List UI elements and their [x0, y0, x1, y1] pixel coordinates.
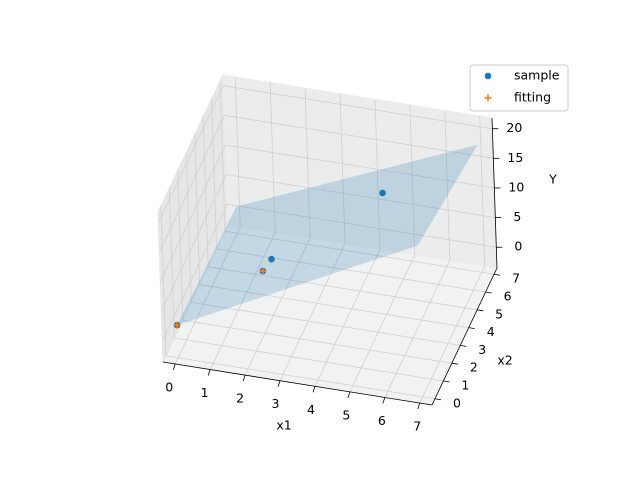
x-tick-label: 7	[413, 419, 421, 434]
grid-line	[161, 204, 228, 342]
grid-line	[314, 249, 381, 387]
grid-line	[168, 187, 175, 338]
grid-line	[384, 260, 451, 398]
grid-line	[374, 99, 381, 250]
grid-line	[174, 337, 444, 382]
x-tick-label: 4	[307, 402, 315, 417]
z-tick-label: 5	[513, 209, 521, 224]
x-axis-line	[162, 361, 433, 406]
legend-box	[469, 64, 569, 112]
grid-line	[209, 232, 276, 370]
grid-line	[202, 116, 209, 267]
y-tick-label: 4	[487, 324, 495, 339]
legend-label: sample	[514, 68, 560, 83]
grid-line	[444, 110, 451, 261]
tick-mark	[382, 397, 386, 404]
grid-line	[409, 104, 416, 255]
point	[268, 255, 275, 263]
x-tick-label: 0	[165, 379, 173, 394]
z-axis-label: Y	[548, 172, 557, 187]
grid-line	[160, 205, 167, 356]
x-tick-label: 1	[201, 385, 209, 400]
x-tick-label: 3	[272, 396, 280, 411]
grid-line	[349, 254, 416, 393]
grid-line	[191, 302, 461, 346]
tick-mark	[460, 345, 467, 347]
grid-line	[304, 88, 311, 239]
x-tick-label: 2	[236, 391, 244, 406]
grid-line	[208, 266, 478, 311]
grid-line	[158, 115, 225, 253]
z-tick-label: 20	[506, 120, 522, 135]
tick-mark	[493, 273, 501, 276]
tick-mark	[451, 362, 458, 365]
tick-mark	[172, 363, 176, 371]
grid-line	[227, 203, 497, 248]
tick-mark	[417, 402, 421, 410]
y-tick-label: 7	[512, 271, 520, 286]
z-tick-label: 10	[508, 179, 524, 194]
grid-line	[177, 170, 184, 321]
grid-line	[174, 226, 241, 365]
legend-label: fitting	[514, 90, 551, 105]
z-tick-label: 0	[514, 239, 522, 254]
point	[379, 189, 386, 197]
y-axis-line	[431, 267, 498, 406]
grid-line	[185, 152, 192, 303]
tick-mark	[207, 369, 211, 376]
z-tick-label: 15	[507, 150, 523, 165]
grid-line	[224, 230, 495, 275]
y-tick-label: 3	[478, 342, 486, 357]
tick-mark	[347, 391, 351, 399]
z-axis-line	[491, 117, 498, 269]
grid-line	[219, 81, 226, 232]
grid-line	[199, 284, 469, 328]
tick-mark	[312, 386, 316, 393]
grid-line	[226, 174, 496, 218]
grid-line	[160, 174, 227, 312]
grid-line	[279, 243, 346, 381]
tick-mark	[468, 327, 475, 329]
y-tick-label: 1	[461, 377, 469, 392]
y-tick-label: 0	[453, 395, 461, 410]
tick-mark	[477, 309, 484, 312]
tick-mark	[434, 398, 442, 401]
x-tick-label: 5	[342, 407, 350, 422]
y-tick-label: 6	[504, 289, 512, 304]
point	[173, 321, 181, 329]
tick-mark	[443, 380, 450, 383]
y-tick-label: 5	[495, 306, 503, 321]
grid-line	[244, 237, 311, 376]
grid-line	[269, 82, 276, 233]
grid-line	[157, 85, 224, 223]
x-tick-label: 6	[378, 413, 386, 428]
grid-line	[479, 116, 486, 267]
grid-line	[225, 144, 495, 189]
grid-line	[211, 99, 218, 250]
grid-line	[234, 76, 241, 227]
legend-marker	[484, 94, 492, 102]
y-tick-label: 2	[470, 360, 478, 375]
point	[259, 267, 267, 275]
tick-mark	[277, 380, 281, 387]
fit-surface	[177, 144, 478, 326]
x-axis-label: x1	[276, 418, 291, 433]
grid-line	[165, 355, 436, 400]
grid-line	[182, 319, 452, 364]
tick-mark	[485, 291, 492, 294]
grid-line	[216, 248, 486, 293]
y-axis-label: x2	[497, 353, 512, 368]
grid-line	[339, 93, 346, 244]
grid-line	[223, 85, 493, 130]
grid-line	[194, 134, 201, 285]
tick-mark	[242, 374, 246, 382]
grid-line	[224, 114, 494, 159]
grid-line	[419, 265, 486, 404]
legend-marker	[484, 72, 492, 80]
grid-line	[159, 144, 226, 283]
